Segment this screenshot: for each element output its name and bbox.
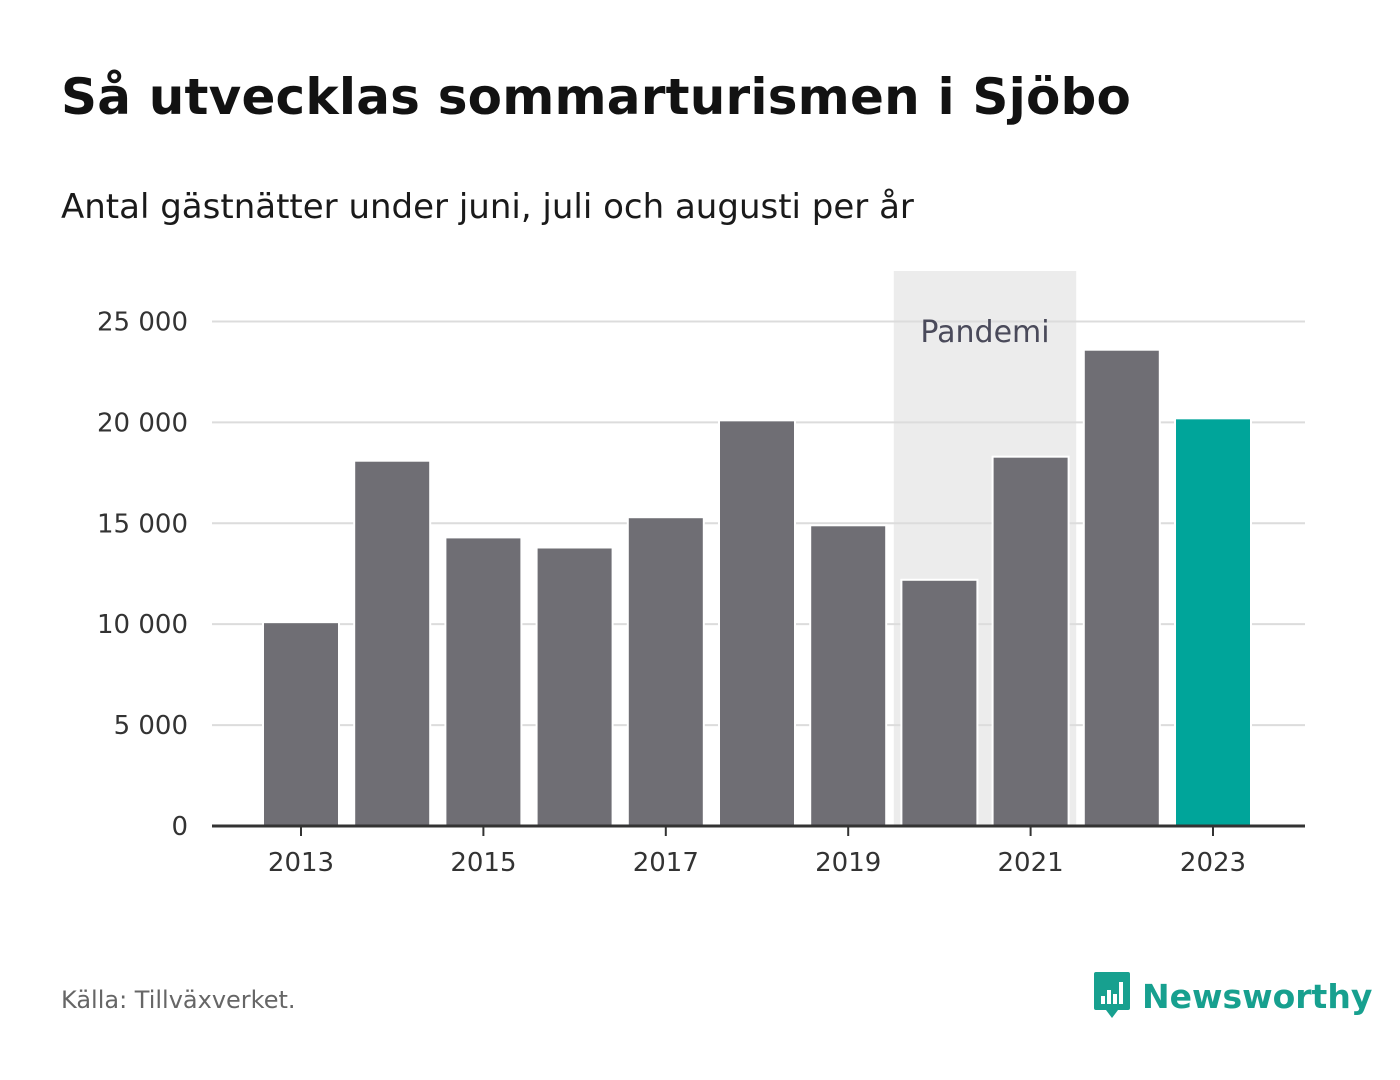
x-tick-label: 2023 [1180, 848, 1246, 878]
x-tick-label: 2017 [633, 848, 699, 878]
brand-name: Newsworthy [1142, 976, 1373, 1016]
bar-2013 [262, 621, 340, 827]
y-tick-label: 25 000 [97, 307, 188, 337]
bar-2021 [991, 455, 1070, 827]
pandemic-label: Pandemi [920, 315, 1049, 350]
x-tick-label: 2021 [998, 848, 1064, 878]
bar-2015 [444, 536, 523, 828]
y-tick-label: 15 000 [97, 509, 188, 539]
y-tick-label: 10 000 [97, 610, 188, 640]
x-tick-label: 2019 [815, 848, 881, 878]
newsworthy-logo-icon [1094, 972, 1130, 1018]
bar-chart: 0 5 000 10 000 15 000 20 000 25 000 Pandemi 201… [97, 271, 1305, 878]
brand-logo: Newsworthy [1092, 968, 1372, 1024]
y-tick-label: 20 000 [97, 408, 188, 438]
bar-2023 [1174, 417, 1252, 827]
bar-2017 [626, 516, 705, 828]
source-note: Källa: Tillväxverket. [61, 986, 296, 1014]
y-tick-label: 0 [171, 812, 188, 842]
bar-2022 [1082, 348, 1161, 827]
x-tick-label: 2015 [450, 848, 516, 878]
bar-2014 [353, 459, 432, 827]
bar-2016 [535, 546, 614, 827]
bar-2020 [900, 578, 979, 827]
chart-subtitle: Antal gästnätter under juni, juli och au… [61, 187, 914, 227]
chart-title: Så utvecklas sommarturismen i Sjöbo [61, 68, 1132, 126]
bar-2019 [809, 524, 888, 827]
x-tick-label: 2013 [268, 848, 334, 878]
bar-2018 [718, 419, 796, 827]
y-tick-label: 5 000 [114, 711, 188, 741]
